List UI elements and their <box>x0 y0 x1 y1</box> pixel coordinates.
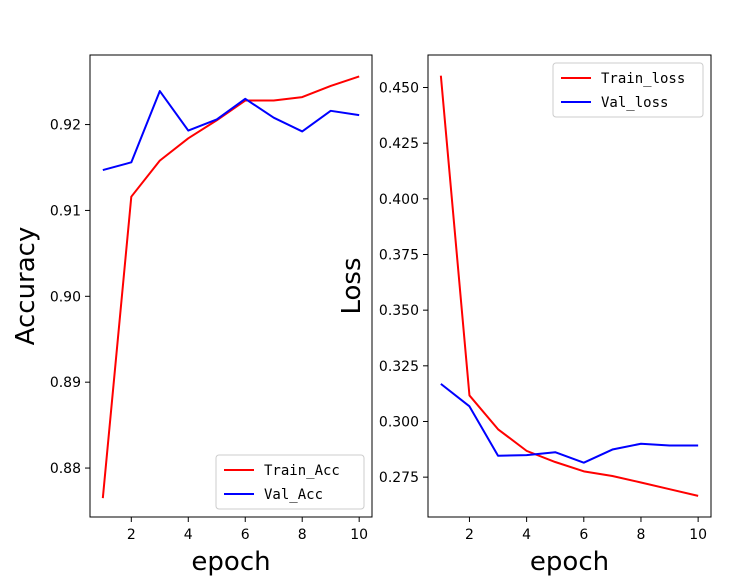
series-line-train-loss <box>439 75 699 497</box>
y-tick-label: 0.88 <box>50 461 81 477</box>
x-tick-label: 10 <box>350 527 368 543</box>
accuracy-chart: 2 4 6 8 10 0.88 0.89 0.90 0.91 0.92 epoch Accuracy T… <box>11 54 373 577</box>
y-tick-label: 0.450 <box>379 81 419 97</box>
x-axis-label: epoch <box>191 547 270 577</box>
legend: Train_loss Val_loss <box>552 62 704 118</box>
x-tick-label: 2 <box>465 527 474 543</box>
legend-entry: Val_loss <box>601 95 668 111</box>
x-tick-label: 6 <box>579 527 588 543</box>
x-tick-label: 8 <box>298 527 307 543</box>
plot-frame <box>89 54 373 518</box>
legend-entry: Train_Acc <box>264 463 340 479</box>
y-tick-label: 0.91 <box>50 203 81 219</box>
y-tick-label: 0.90 <box>50 289 81 305</box>
series-line-val-loss <box>440 383 699 464</box>
x-tick-label: 4 <box>184 527 193 543</box>
y-tick-label: 0.350 <box>379 303 419 319</box>
y-tick-label: 0.300 <box>379 414 419 430</box>
y-tick-label: 0.325 <box>379 359 419 375</box>
legend-entry: Val_Acc <box>264 487 323 503</box>
y-tick-label: 0.92 <box>50 118 81 134</box>
legend: Train_Acc Val_Acc <box>215 454 365 510</box>
x-tick-label: 2 <box>127 527 136 543</box>
x-tick-label: 8 <box>637 527 646 543</box>
y-axis-label: Loss <box>337 257 367 314</box>
y-tick-label: 0.400 <box>379 192 419 208</box>
y-tick-label: 0.425 <box>379 136 419 152</box>
series-line-val-acc <box>102 90 360 172</box>
y-axis-label: Accuracy <box>11 227 41 346</box>
x-tick-label: 6 <box>241 527 250 543</box>
x-tick-label: 4 <box>522 527 531 543</box>
y-tick-label: 0.89 <box>50 375 81 391</box>
x-axis-label: epoch <box>530 547 609 577</box>
x-tick-label: 10 <box>689 527 707 543</box>
y-tick-label: 0.275 <box>379 470 419 486</box>
loss-chart: 2 4 6 8 10 0.275 0.300 0.325 0.350 0.375 0.400 0.42… <box>337 54 712 577</box>
y-tick-label: 0.375 <box>379 247 419 263</box>
plot-frame <box>427 54 712 518</box>
series-line-train-acc <box>101 75 360 499</box>
legend-entry: Train_loss <box>601 71 685 87</box>
